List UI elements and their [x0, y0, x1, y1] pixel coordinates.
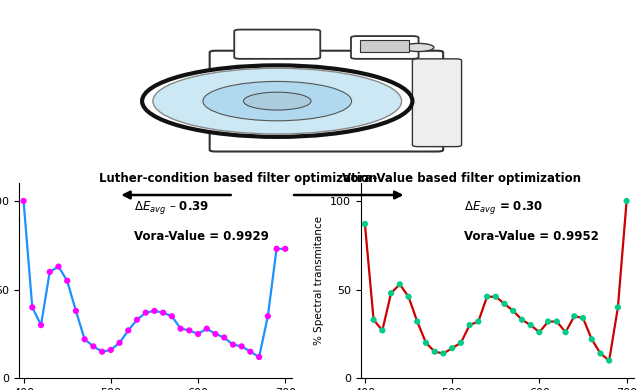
Point	[517, 317, 527, 323]
Point	[456, 340, 466, 346]
Y-axis label: % Spectral transmitance: % Spectral transmitance	[314, 216, 324, 345]
Point	[219, 334, 229, 340]
FancyBboxPatch shape	[360, 40, 410, 51]
Point	[604, 358, 614, 364]
FancyBboxPatch shape	[234, 30, 320, 59]
Point	[499, 301, 509, 307]
Circle shape	[153, 68, 402, 134]
Point	[561, 329, 571, 335]
Point	[595, 350, 605, 356]
Point	[149, 308, 159, 314]
Point	[534, 329, 545, 335]
Point	[271, 246, 282, 252]
Point	[36, 322, 46, 328]
Point	[543, 318, 553, 324]
Text: $\Delta E_{avg}$ = 0.30: $\Delta E_{avg}$ = 0.30	[464, 199, 543, 216]
Point	[106, 347, 116, 353]
Point	[62, 278, 72, 284]
Text: Luther-condition based filter optimization: Luther-condition based filter optimizati…	[99, 172, 378, 185]
Text: Vora-Value = 0.9929: Vora-Value = 0.9929	[134, 230, 269, 243]
Text: Vora-Value = 0.9952: Vora-Value = 0.9952	[464, 230, 599, 243]
Circle shape	[243, 92, 311, 110]
Point	[71, 308, 81, 314]
FancyBboxPatch shape	[210, 51, 443, 151]
Point	[167, 313, 177, 319]
Point	[115, 340, 125, 346]
Point	[254, 354, 264, 360]
Point	[245, 349, 255, 355]
Point	[447, 345, 457, 351]
Point	[175, 326, 186, 332]
Point	[141, 310, 151, 316]
Point	[429, 349, 440, 355]
Point	[158, 310, 168, 316]
Point	[262, 313, 273, 319]
Circle shape	[403, 43, 434, 51]
Point	[53, 264, 63, 270]
Point	[465, 322, 475, 328]
FancyBboxPatch shape	[412, 59, 461, 147]
Circle shape	[142, 66, 412, 137]
Point	[412, 318, 422, 324]
Point	[202, 326, 212, 332]
Point	[45, 269, 55, 275]
Point	[386, 290, 396, 296]
Ellipse shape	[216, 84, 289, 99]
Point	[612, 304, 623, 310]
Point	[421, 340, 431, 346]
Point	[280, 246, 291, 252]
Point	[211, 331, 221, 337]
Point	[473, 318, 483, 324]
Point	[587, 336, 597, 342]
Point	[184, 327, 195, 333]
FancyBboxPatch shape	[351, 36, 419, 59]
Point	[482, 294, 492, 300]
Point	[19, 198, 29, 204]
Text: $\Delta E_{avg}$ – 0.39: $\Delta E_{avg}$ – 0.39	[134, 199, 209, 216]
Circle shape	[203, 82, 351, 121]
Point	[27, 304, 37, 310]
Point	[123, 327, 133, 333]
Point	[88, 343, 99, 349]
Point	[403, 294, 413, 300]
Point	[97, 349, 107, 355]
Point	[438, 350, 449, 356]
Point	[228, 342, 238, 348]
Text: Vora-Value based filter optimization: Vora-Value based filter optimization	[342, 172, 581, 185]
Point	[508, 308, 518, 314]
Point	[491, 294, 501, 300]
Point	[395, 281, 405, 287]
Point	[377, 327, 387, 333]
Point	[578, 315, 588, 321]
Point	[360, 221, 370, 227]
Point	[79, 336, 90, 342]
Point	[621, 198, 632, 204]
Point	[237, 343, 247, 349]
Point	[132, 317, 142, 323]
Point	[193, 331, 203, 337]
Point	[525, 322, 536, 328]
Point	[552, 318, 562, 324]
Point	[569, 313, 579, 319]
Point	[369, 317, 379, 323]
